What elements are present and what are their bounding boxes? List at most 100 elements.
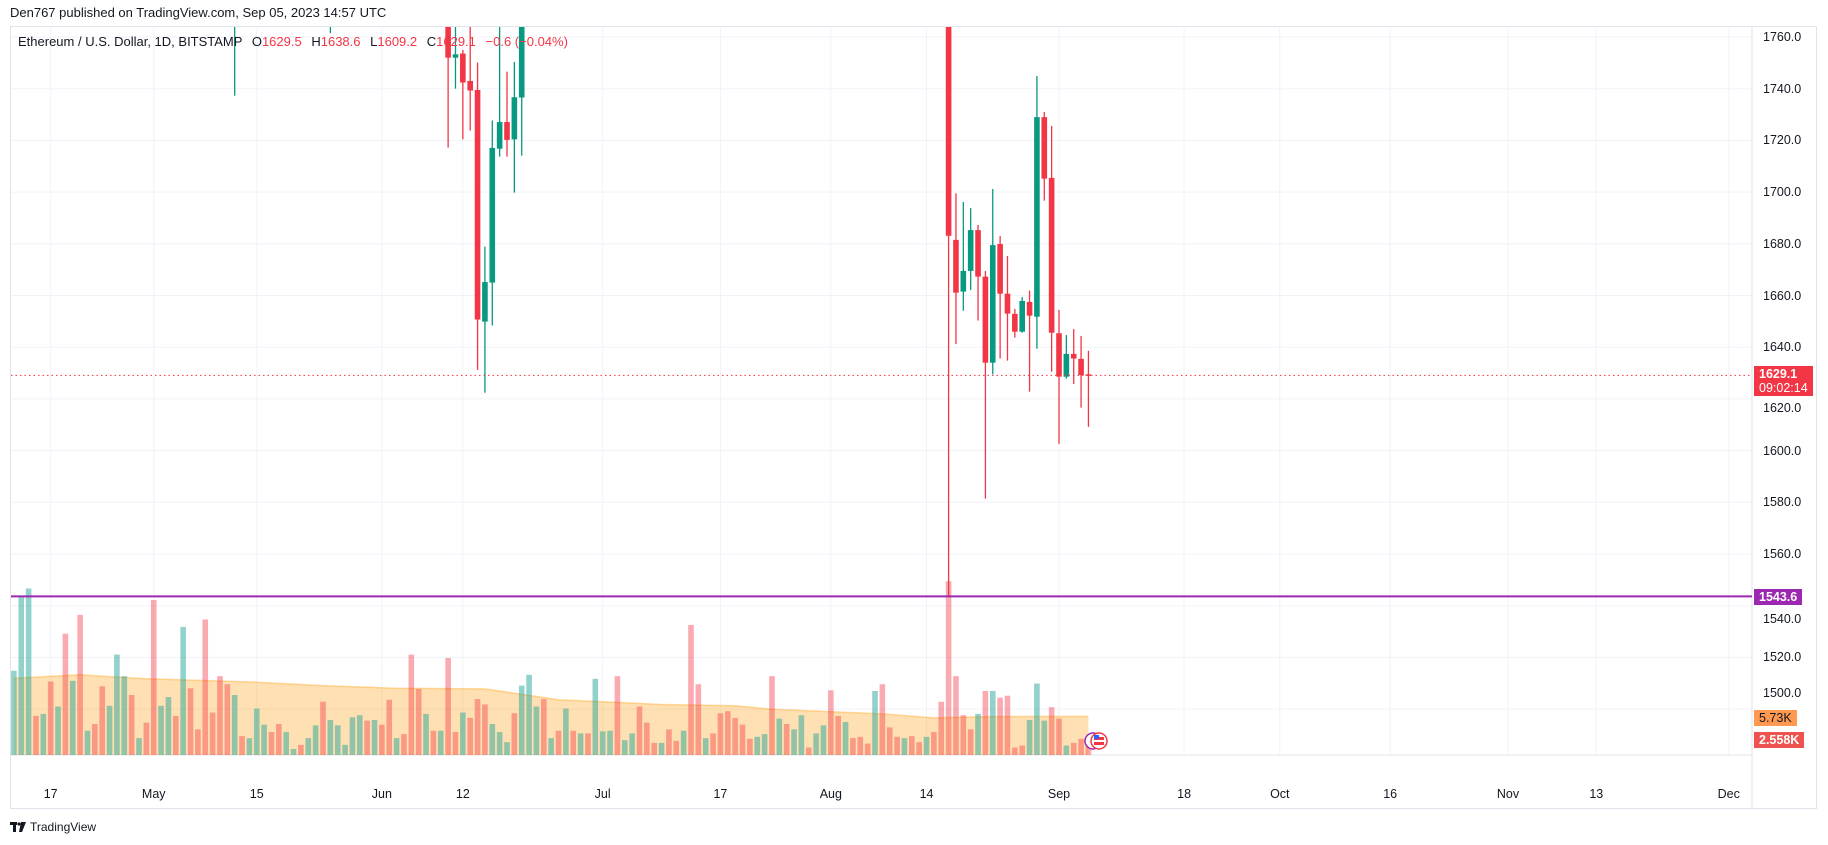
volume-bar bbox=[555, 730, 562, 755]
symbol-name[interactable]: Ethereum / U.S. Dollar, 1D, BITSTAMP bbox=[18, 34, 243, 49]
volume-bar bbox=[747, 738, 753, 755]
volume-bar bbox=[754, 736, 761, 755]
close-key: C bbox=[426, 34, 437, 49]
candle-body bbox=[967, 230, 974, 271]
price-tick-label: 1620.0 bbox=[1763, 400, 1802, 415]
volume-ma-label: 5.73K bbox=[1754, 710, 1797, 726]
volume-bar bbox=[1026, 719, 1033, 755]
volume-bar bbox=[975, 713, 981, 755]
time-tick-label: Sep bbox=[1047, 787, 1071, 801]
volume-bar bbox=[732, 717, 738, 755]
price-tick-label: 1660.0 bbox=[1763, 288, 1802, 303]
flag-stripe bbox=[1094, 742, 1104, 745]
candle-body bbox=[1019, 300, 1025, 332]
time-tick-label: Jun bbox=[371, 787, 392, 801]
time-tick-label: 15 bbox=[249, 787, 264, 801]
volume-ma-line bbox=[13, 674, 1089, 719]
time-tick-label: Nov bbox=[1496, 787, 1520, 801]
close-value: 1629.1 bbox=[436, 34, 476, 49]
volume-bar bbox=[180, 626, 186, 755]
volume-bar bbox=[511, 713, 518, 755]
volume-bar bbox=[563, 708, 569, 755]
candle-body bbox=[960, 270, 967, 292]
volume-bar bbox=[776, 718, 783, 755]
flag-canton bbox=[1094, 735, 1099, 739]
price-tick-label: 1580.0 bbox=[1763, 495, 1802, 510]
high-key: H bbox=[311, 34, 321, 49]
time-tick-label: 17 bbox=[713, 787, 728, 801]
candle-body bbox=[1070, 353, 1077, 359]
candle-body bbox=[1063, 353, 1070, 377]
volume-bar bbox=[18, 597, 25, 755]
volume-bar bbox=[953, 676, 959, 755]
volume-bar bbox=[1019, 745, 1025, 755]
publish-info: Den767 published on TradingView.com, Sep… bbox=[10, 5, 387, 20]
volume-bar bbox=[1063, 745, 1070, 755]
volume-bar bbox=[1048, 707, 1055, 755]
price-tick-label: 1600.0 bbox=[1763, 443, 1802, 458]
candle-body bbox=[511, 97, 518, 140]
candle-body bbox=[945, 27, 952, 236]
time-tick-label: 14 bbox=[919, 787, 934, 801]
price-tick-label: 1640.0 bbox=[1763, 340, 1802, 355]
volume-bar bbox=[872, 690, 878, 755]
volume-bar bbox=[636, 706, 643, 755]
volume-bar bbox=[290, 748, 297, 755]
volume-bar bbox=[187, 688, 194, 755]
volume-bar bbox=[106, 705, 113, 755]
volume-bar bbox=[533, 706, 540, 755]
volume-bar bbox=[165, 697, 172, 755]
open-value: 1629.5 bbox=[261, 34, 302, 49]
volume-bar bbox=[158, 705, 164, 755]
volume-bar bbox=[828, 690, 834, 755]
volume-bar bbox=[150, 599, 157, 755]
volume-bar bbox=[769, 676, 775, 755]
volume-bar bbox=[1034, 683, 1040, 755]
volume-bar bbox=[25, 588, 32, 755]
brand-name: TradingView bbox=[30, 820, 97, 834]
volume-bar bbox=[1004, 695, 1011, 755]
volume-bar bbox=[1070, 742, 1077, 755]
low-key: L bbox=[370, 34, 378, 49]
grid bbox=[11, 26, 1753, 809]
price-tick-label: 1500.0 bbox=[1763, 686, 1802, 701]
volume-bar bbox=[136, 738, 142, 755]
volume-bar bbox=[55, 706, 61, 755]
low-value: 1609.2 bbox=[377, 34, 418, 49]
candle-body bbox=[460, 53, 466, 83]
volume-bar bbox=[894, 736, 900, 755]
candle-body bbox=[1056, 333, 1062, 377]
volume-bar bbox=[202, 619, 209, 755]
chart-frame bbox=[10, 26, 1817, 809]
volume-bar bbox=[69, 680, 76, 755]
candle-body bbox=[1078, 358, 1084, 376]
volume-bar bbox=[960, 715, 967, 755]
volume-bar bbox=[577, 733, 584, 755]
volume-bar bbox=[173, 715, 179, 755]
candle-body bbox=[232, 21, 238, 23]
volume-bar bbox=[658, 742, 665, 755]
candle-body bbox=[504, 122, 510, 140]
volume-bar bbox=[680, 730, 687, 755]
price-tick-label: 1760.0 bbox=[1763, 30, 1802, 44]
volume-bar bbox=[268, 732, 275, 755]
volume-bar bbox=[246, 738, 253, 755]
volume-bar bbox=[791, 729, 797, 755]
volume-bar bbox=[11, 670, 17, 755]
volume-bar bbox=[651, 742, 657, 755]
tradingview-brand[interactable]: TradingView bbox=[10, 820, 96, 834]
volume-bar bbox=[997, 697, 1003, 755]
candle-body bbox=[482, 282, 488, 322]
time-tick-label: 12 bbox=[455, 787, 470, 801]
volume-bar bbox=[349, 717, 356, 755]
volume-bar bbox=[379, 724, 385, 755]
volume-bar bbox=[47, 681, 54, 755]
volume-bar bbox=[607, 730, 613, 755]
volume-bar bbox=[430, 730, 437, 755]
volume-bar bbox=[40, 713, 47, 755]
volume-bar bbox=[909, 736, 915, 755]
volume-bar bbox=[128, 695, 135, 755]
volume-bar bbox=[1078, 738, 1084, 755]
